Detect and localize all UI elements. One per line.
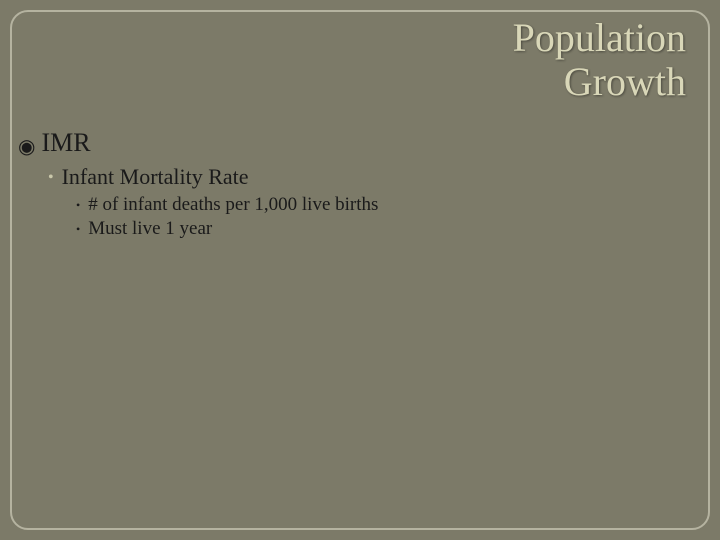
slide-title: Population Growth <box>513 16 686 104</box>
bullet-level3-text: Must live 1 year <box>88 218 212 240</box>
bullet-level1-text: IMR <box>41 128 90 158</box>
dot-bullet-icon: • <box>76 198 80 213</box>
slide-content: ◉ IMR • Infant Mortality Rate • # of inf… <box>18 128 702 242</box>
bullet-level3-text: # of infant deaths per 1,000 live births <box>88 194 378 216</box>
bullet-level3: • # of infant deaths per 1,000 live birt… <box>76 194 702 216</box>
slide: Population Growth ◉ IMR • Infant Mortali… <box>0 0 720 540</box>
bullet-level1: ◉ IMR <box>18 128 702 158</box>
bullet-level2-text: Infant Mortality Rate <box>62 164 249 190</box>
title-line-2: Growth <box>513 60 686 104</box>
bullet-level3: • Must live 1 year <box>76 218 702 240</box>
spiral-bullet-icon: ◉ <box>18 137 35 157</box>
title-line-1: Population <box>513 16 686 60</box>
bullet-level2: • Infant Mortality Rate <box>48 164 702 190</box>
dot-bullet-icon: • <box>48 169 54 187</box>
dot-bullet-icon: • <box>76 222 80 237</box>
